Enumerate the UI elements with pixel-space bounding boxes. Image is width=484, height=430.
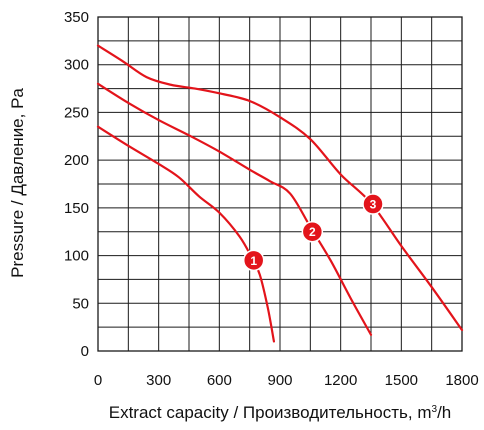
curves [96,44,464,343]
x-tick-label: 0 [94,372,102,389]
y-tick-label: 250 [64,104,89,121]
x-axis-label-main: Extract capacity / Производительность, m [109,403,432,422]
x-tick-label: 1800 [445,372,478,389]
curve-marker-1 [242,249,265,272]
x-axis-label-sup: 3 [432,404,438,415]
grid [97,16,463,352]
x-tick-label: 1200 [324,372,357,389]
curve-3 [96,44,464,332]
x-tick-label: 900 [267,372,292,389]
y-tick-label: 0 [81,343,89,360]
curve-marker-2 [301,220,324,243]
y-tick-label: 150 [64,200,89,217]
x-axis-label: Extract capacity / Производительность, m… [109,403,452,422]
curve-1 [96,125,276,343]
x-axis-label-tail: /h [437,403,451,422]
x-tick-label: 300 [146,372,171,389]
x-tick-label: 600 [207,372,232,389]
y-axis-label: Pressure / Давление, Pa [8,88,27,278]
curve-marker-3 [362,193,384,215]
curve-2 [96,82,373,336]
y-tick-label: 50 [72,295,89,312]
y-tick-label: 100 [64,248,89,265]
y-tick-label: 200 [64,152,89,169]
plot-frame [97,16,463,352]
x-tick-label: 1500 [385,372,418,389]
curve-marker-label-3: 3 [370,198,377,212]
curve-marker-label-2: 2 [309,225,316,239]
markers: 1 2 3 [242,193,384,272]
curve-marker-label-1: 1 [250,254,257,268]
y-tick-label: 300 [64,57,89,74]
y-tick-label: 350 [64,9,89,26]
tick-labels: 0 300 600 900 1200 1500 1800 0 50 100 150 200 250 300… [64,9,479,389]
